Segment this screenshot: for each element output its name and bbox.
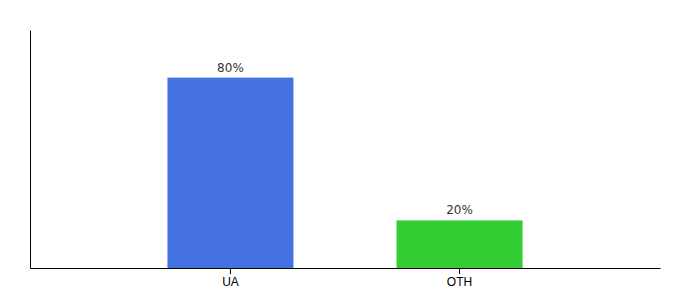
data-labels: 80% 20%	[217, 61, 473, 218]
bar	[167, 78, 293, 268]
y-axis-line	[30, 31, 31, 269]
y-axis	[30, 31, 31, 269]
chart-container: UA OTH 80% 20%	[0, 0, 680, 300]
chart-svg: UA OTH 80% 20%	[0, 0, 680, 300]
bar	[397, 220, 523, 268]
x-tick-mark	[230, 268, 231, 274]
data-label: 80%	[217, 61, 244, 75]
x-axis: UA OTH	[31, 268, 661, 289]
x-tick: UA	[222, 268, 239, 289]
data-label: 20%	[446, 203, 473, 217]
x-tick-mark	[459, 268, 460, 274]
x-axis-line	[31, 268, 661, 269]
x-tick-label: UA	[222, 275, 239, 289]
x-tick: OTH	[447, 268, 472, 289]
plot: UA OTH 80% 20%	[31, 31, 661, 289]
x-tick-label: OTH	[447, 275, 472, 289]
bars	[167, 78, 522, 268]
